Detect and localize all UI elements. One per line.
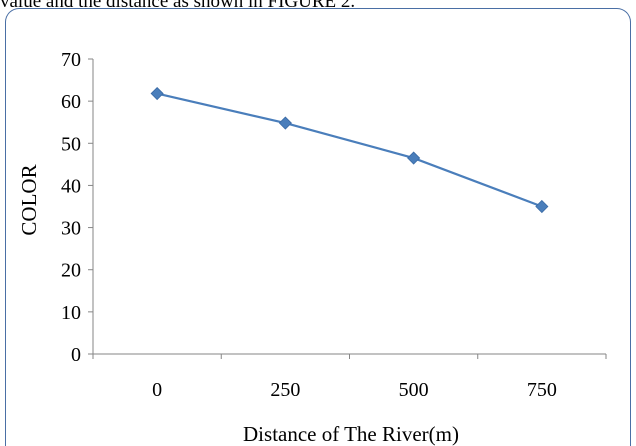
data-point-marker: [150, 86, 164, 101]
y-tick-label: 0: [71, 344, 81, 366]
data-point-marker: [535, 199, 549, 214]
x-tick-label: 500: [399, 379, 429, 401]
y-tick-label: 10: [61, 302, 81, 324]
x-tick-labels: 0 250 500 750: [152, 379, 557, 401]
data-point-marker: [278, 116, 292, 130]
y-tick-label: 50: [61, 133, 81, 155]
y-tick-label: 20: [61, 260, 81, 282]
series-layer: [150, 86, 549, 214]
y-tick-label: 60: [61, 91, 81, 113]
series-line: [156, 92, 543, 208]
x-tick-label: 750: [527, 379, 557, 401]
x-tick-label: 0: [152, 379, 162, 401]
y-tick-label: 70: [61, 49, 81, 71]
y-tick-label: 40: [61, 175, 81, 197]
chart-axes: [88, 58, 607, 359]
chart-frame: [5, 8, 631, 446]
data-point-marker: [407, 151, 421, 165]
x-axis-label: Distance of The River(m): [243, 422, 459, 446]
y-tick-labels: 0 10 20 30 40 50 60 70: [61, 49, 81, 366]
y-tick-label: 30: [61, 218, 81, 240]
y-axis-label: COLOR: [17, 164, 41, 235]
x-tick-label: 250: [270, 379, 300, 401]
caption-fragment: value and the distance as shown in FIGUR…: [0, 0, 356, 12]
